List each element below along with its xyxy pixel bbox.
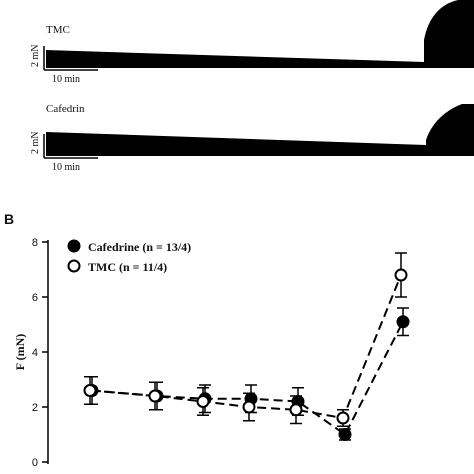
trace-tmc: TMC 2 mN 10 min [30, 0, 474, 85]
data-point [338, 428, 352, 441]
trace-cafedrin: Cafedrin 2 mN 10 min [30, 103, 474, 173]
trace-cafedrin-scale-y-label: 2 mN [30, 132, 41, 155]
chart-panel-b: 0 2 4 6 8 F (mN) Cafedrine (n = 13/4) TMC (n … [13, 237, 410, 469]
legend-label: TMC (n = 11/4) [88, 260, 167, 274]
data-point [289, 403, 303, 417]
data-point [196, 395, 210, 408]
y-tick-label: 2 [32, 402, 38, 414]
trace-cafedrin-waveform [46, 132, 426, 156]
y-axis-label: F (mN) [13, 334, 27, 371]
trace-cafedrin-label: Cafedrin [46, 103, 85, 115]
data-point [83, 384, 97, 397]
data-point [148, 389, 162, 403]
legend-label: Cafedrine (n = 13/4) [88, 240, 191, 254]
legend-marker [67, 239, 81, 253]
trace-tmc-scale-x-label: 10 min [52, 74, 80, 85]
y-tick-label: 4 [32, 347, 38, 359]
y-tick-label: 8 [32, 237, 38, 249]
y-tick-label: 0 [32, 457, 38, 469]
data-point [336, 411, 350, 425]
legend-marker [67, 259, 81, 273]
trace-tmc-label: TMC [46, 24, 70, 36]
trace-cafedrin-scale-x-label: 10 min [52, 162, 80, 173]
panel-b-label: B [4, 211, 14, 227]
legend: Cafedrine (n = 13/4) TMC (n = 11/4) [67, 239, 191, 274]
trace-tmc-waveform [46, 50, 424, 68]
series-line-0 [91, 321, 404, 436]
data-point [394, 268, 408, 282]
y-ticks: 0 2 4 6 8 [32, 237, 48, 469]
trace-cafedrin-contraction [426, 104, 474, 156]
data-point [242, 400, 256, 414]
trace-tmc-contraction [424, 0, 474, 68]
data-point [396, 315, 410, 329]
y-tick-label: 6 [32, 292, 38, 304]
series-layer [83, 252, 410, 441]
trace-tmc-scale-y-label: 2 mN [30, 45, 41, 68]
